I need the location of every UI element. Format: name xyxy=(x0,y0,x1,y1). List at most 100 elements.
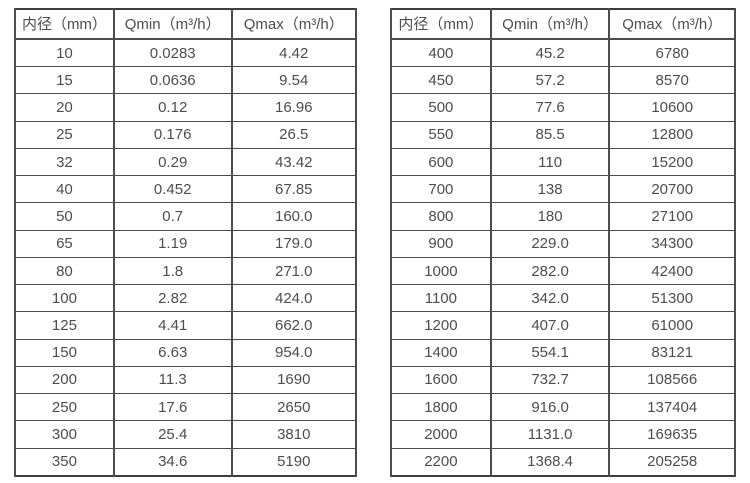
table-row: 800 180 27100 xyxy=(390,202,736,231)
table-cell: 6.63 xyxy=(112,338,233,367)
table-cell: 12800 xyxy=(608,120,736,149)
table-cell: 800 xyxy=(390,202,492,231)
table-cell: 282.0 xyxy=(489,256,611,286)
table-cell: 0.452 xyxy=(112,175,233,204)
header-inner-diameter: 内径（mm） xyxy=(14,8,115,40)
table-row: 350 34.6 5190 xyxy=(14,447,358,477)
table-cell: 16.96 xyxy=(230,93,358,122)
table-row: 100 2.82 424.0 xyxy=(14,284,358,313)
table-cell: 45.2 xyxy=(489,38,611,68)
table-row: 1200 407.0 61000 xyxy=(390,311,736,340)
table-cell: 83121 xyxy=(608,338,736,367)
header-row: 内径（mm） Qmin（m³/h） Qmax（m³/h） xyxy=(14,8,358,40)
table-cell: 1400 xyxy=(390,338,492,367)
table-cell: 26.5 xyxy=(230,120,358,149)
table-cell: 250 xyxy=(14,393,115,422)
table-cell: 271.0 xyxy=(230,256,358,286)
table-cell: 407.0 xyxy=(489,311,611,340)
table-cell: 1800 xyxy=(390,393,492,422)
table-cell: 8570 xyxy=(608,66,736,95)
table-cell: 900 xyxy=(390,229,492,258)
header-qmax: Qmax（m³/h） xyxy=(608,8,736,40)
table-cell: 1600 xyxy=(390,365,492,395)
table-cell: 4.41 xyxy=(112,311,233,340)
table-row: 15 0.0636 9.54 xyxy=(14,66,358,95)
table-cell: 108566 xyxy=(608,365,736,395)
table-cell: 25 xyxy=(14,120,115,149)
table-cell: 2200 xyxy=(390,447,492,477)
table-cell: 550 xyxy=(390,120,492,149)
table-row: 1600 732.7 108566 xyxy=(390,365,736,395)
table-cell: 51300 xyxy=(608,284,736,313)
table-cell: 1368.4 xyxy=(489,447,611,477)
table-row: 65 1.19 179.0 xyxy=(14,229,358,258)
table-cell: 179.0 xyxy=(230,229,358,258)
table-cell: 11.3 xyxy=(112,365,233,395)
flow-rate-table-small-diameters: 内径（mm） Qmin（m³/h） Qmax（m³/h） 10 0.0283 4.4… xyxy=(14,8,358,477)
table-cell: 0.176 xyxy=(112,120,233,149)
table-cell: 50 xyxy=(14,202,115,231)
table-cell: 43.42 xyxy=(230,147,358,177)
table-row: 2000 1131.0 169635 xyxy=(390,420,736,449)
table-row: 150 6.63 954.0 xyxy=(14,338,358,367)
table-cell: 229.0 xyxy=(489,229,611,258)
table-cell: 1.8 xyxy=(112,256,233,286)
table-cell: 662.0 xyxy=(230,311,358,340)
table-cell: 125 xyxy=(14,311,115,340)
table-cell: 138 xyxy=(489,175,611,204)
table-cell: 954.0 xyxy=(230,338,358,367)
table-cell: 110 xyxy=(489,147,611,177)
table-cell: 0.29 xyxy=(112,147,233,177)
table-cell: 85.5 xyxy=(489,120,611,149)
table-cell: 169635 xyxy=(608,420,736,449)
table-cell: 65 xyxy=(14,229,115,258)
table-cell: 205258 xyxy=(608,447,736,477)
table-cell: 5190 xyxy=(230,447,358,477)
table-cell: 25.4 xyxy=(112,420,233,449)
table-cell: 600 xyxy=(390,147,492,177)
table-row: 250 17.6 2650 xyxy=(14,393,358,422)
table-cell: 2000 xyxy=(390,420,492,449)
table-row: 10 0.0283 4.42 xyxy=(14,38,358,68)
table-cell: 732.7 xyxy=(489,365,611,395)
table-cell: 3810 xyxy=(230,420,358,449)
table-row: 1000 282.0 42400 xyxy=(390,256,736,286)
table-cell: 10600 xyxy=(608,93,736,122)
table-cell: 200 xyxy=(14,365,115,395)
table-row: 50 0.7 160.0 xyxy=(14,202,358,231)
table-cell: 77.6 xyxy=(489,93,611,122)
table-cell: 15 xyxy=(14,66,115,95)
table-cell: 40 xyxy=(14,175,115,204)
table-cell: 34300 xyxy=(608,229,736,258)
header-qmin: Qmin（m³/h） xyxy=(489,8,611,40)
table-cell: 400 xyxy=(390,38,492,68)
table-cell: 42400 xyxy=(608,256,736,286)
table-row: 20 0.12 16.96 xyxy=(14,93,358,122)
table-cell: 1100 xyxy=(390,284,492,313)
table-cell: 350 xyxy=(14,447,115,477)
table-cell: 61000 xyxy=(608,311,736,340)
table-cell: 80 xyxy=(14,256,115,286)
table-cell: 1131.0 xyxy=(489,420,611,449)
table-row: 1100 342.0 51300 xyxy=(390,284,736,313)
table-row: 500 77.6 10600 xyxy=(390,93,736,122)
table-cell: 2.82 xyxy=(112,284,233,313)
table-body-large-diameters: 400 45.2 6780 450 57.2 8570 500 77.6 10600 550 85.… xyxy=(390,38,736,477)
table-cell: 137404 xyxy=(608,393,736,422)
table-cell: 700 xyxy=(390,175,492,204)
table-row: 125 4.41 662.0 xyxy=(14,311,358,340)
table-cell: 0.0283 xyxy=(112,38,233,68)
table-cell: 20 xyxy=(14,93,115,122)
header-inner-diameter: 内径（mm） xyxy=(390,8,492,40)
table-row: 1800 916.0 137404 xyxy=(390,393,736,422)
flow-rate-table-large-diameters: 内径（mm） Qmin（m³/h） Qmax（m³/h） 400 45.2 6780… xyxy=(390,8,736,477)
table-row: 2200 1368.4 205258 xyxy=(390,447,736,477)
table-row: 32 0.29 43.42 xyxy=(14,147,358,177)
table-row: 400 45.2 6780 xyxy=(390,38,736,68)
table-row: 80 1.8 271.0 xyxy=(14,256,358,286)
table-cell: 1000 xyxy=(390,256,492,286)
header-qmax: Qmax（m³/h） xyxy=(230,8,358,40)
table-cell: 2650 xyxy=(230,393,358,422)
table-cell: 6780 xyxy=(608,38,736,68)
table-cell: 4.42 xyxy=(230,38,358,68)
